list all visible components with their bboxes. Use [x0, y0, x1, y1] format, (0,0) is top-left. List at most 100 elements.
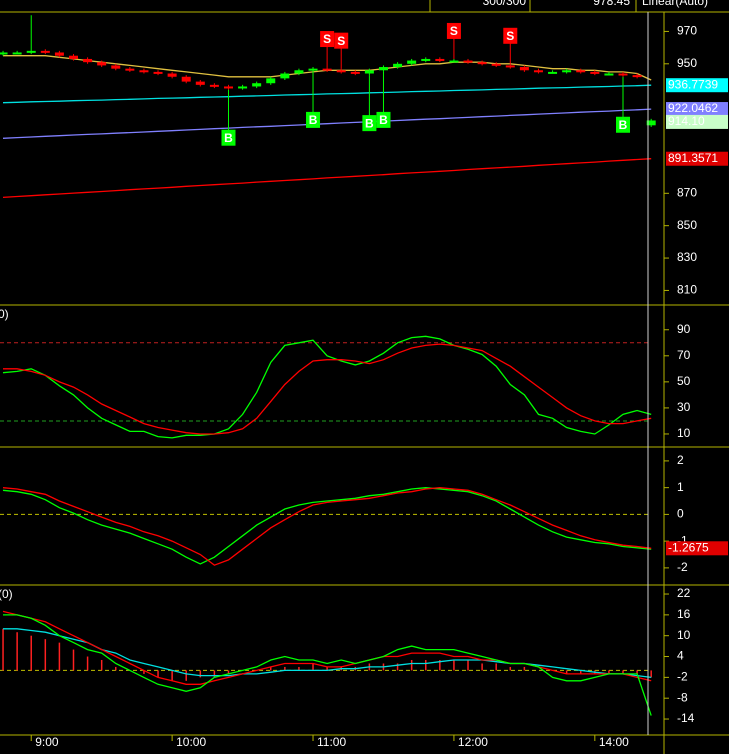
y-tick-label: 0	[677, 507, 684, 521]
axis-label-box	[666, 541, 728, 556]
y-tick-label: 50	[677, 374, 691, 388]
candle-body	[491, 63, 501, 66]
candle-body	[562, 70, 572, 73]
y-tick-label: 970	[677, 24, 697, 38]
x-tick-label: 12:00	[458, 735, 488, 749]
candle-body	[125, 68, 135, 71]
candle-body	[223, 86, 233, 89]
candle-body	[111, 65, 121, 69]
signal-label: B	[379, 113, 388, 127]
candle-body	[68, 55, 78, 59]
y-tick-label: 10	[677, 426, 691, 440]
candle-body	[435, 58, 445, 61]
y-tick-label: 70	[677, 348, 691, 362]
candle-body	[421, 58, 431, 61]
signal-box	[503, 27, 518, 44]
signal-label: S	[323, 32, 331, 46]
signal-box	[616, 116, 631, 133]
candle-body	[632, 75, 642, 78]
axis-label-box	[666, 151, 728, 166]
series-line	[3, 343, 652, 435]
y-tick-label: 850	[677, 218, 697, 232]
candle-body	[336, 70, 346, 73]
y-tick-label: 2	[677, 453, 684, 467]
y-tick-label: 90	[677, 322, 691, 336]
candle-body	[449, 60, 459, 63]
candle-body	[477, 62, 487, 65]
candle-body	[181, 76, 191, 82]
y-tick-label: 30	[677, 400, 691, 414]
candle-body	[83, 58, 93, 63]
series-line	[2, 487, 652, 566]
candle-body	[533, 70, 543, 73]
y-tick-label: 830	[677, 250, 697, 264]
candle-body	[294, 70, 304, 74]
axis-label: 922.0462	[668, 101, 718, 115]
signal-box	[320, 31, 335, 48]
y-tick-label: 870	[677, 185, 697, 199]
y-tick-label: 10	[677, 628, 691, 642]
toolbar-scale: Linear(Auto)	[642, 0, 708, 8]
candle-body	[646, 120, 656, 126]
signal-label: S	[450, 24, 458, 38]
candle-body	[407, 60, 417, 64]
axis-label: -1.2675	[668, 540, 709, 554]
signal-box	[221, 129, 236, 146]
axis-label-box	[666, 78, 728, 93]
candle-body	[604, 73, 614, 76]
candle-body	[393, 63, 403, 68]
candle-body	[280, 73, 290, 79]
signal-label: S	[506, 29, 514, 43]
candle-body	[266, 78, 276, 84]
toolbar-counter: 300/300	[483, 0, 527, 8]
y-tick-label: 4	[677, 649, 684, 663]
y-tick-label: 950	[677, 56, 697, 70]
signal-label: B	[309, 113, 318, 127]
candle-body	[618, 73, 628, 76]
candle-body	[195, 81, 205, 85]
y-tick-label: -2	[677, 560, 688, 574]
y-tick-label: -2	[677, 670, 688, 684]
signal-box	[362, 115, 377, 132]
axis-label-box	[666, 114, 728, 129]
candle-body	[378, 67, 388, 71]
series-line	[2, 158, 652, 199]
series-line	[3, 614, 652, 716]
x-tick-label: 10:00	[176, 735, 206, 749]
series-line	[2, 335, 652, 439]
candle-body	[238, 86, 248, 89]
candle-body	[463, 60, 473, 63]
axis-label: 914.10	[668, 114, 705, 128]
frame	[0, 12, 729, 754]
candle-body	[40, 50, 50, 53]
signal-label: B	[619, 118, 628, 132]
y-tick-label: -8	[677, 690, 688, 704]
signal-label: B	[365, 116, 374, 130]
candle-body	[322, 68, 332, 71]
series-line	[2, 108, 652, 139]
candle-body	[26, 50, 36, 53]
pane-legend: 0)	[0, 307, 9, 321]
series-line	[2, 487, 652, 565]
signal-box	[306, 111, 321, 128]
y-tick-label: -14	[677, 711, 695, 725]
axis-label: 891.3571	[668, 151, 718, 165]
signal-box	[334, 32, 349, 49]
toolbar-price: 978.45	[593, 0, 630, 8]
series-line	[3, 628, 652, 679]
candle-body	[505, 65, 515, 68]
signal-label: B	[224, 131, 233, 145]
y-tick-label: 1	[677, 480, 684, 494]
candle-body	[97, 62, 107, 66]
plot-area: S SS SBB B B B	[0, 15, 656, 716]
candle-body	[12, 52, 22, 55]
candle-body	[209, 84, 219, 87]
series-line	[2, 610, 652, 685]
pane-legend: (0)	[0, 587, 13, 601]
y-tick-label: -1	[677, 533, 688, 547]
axis-label-box	[666, 102, 728, 117]
candle-body	[364, 70, 374, 74]
